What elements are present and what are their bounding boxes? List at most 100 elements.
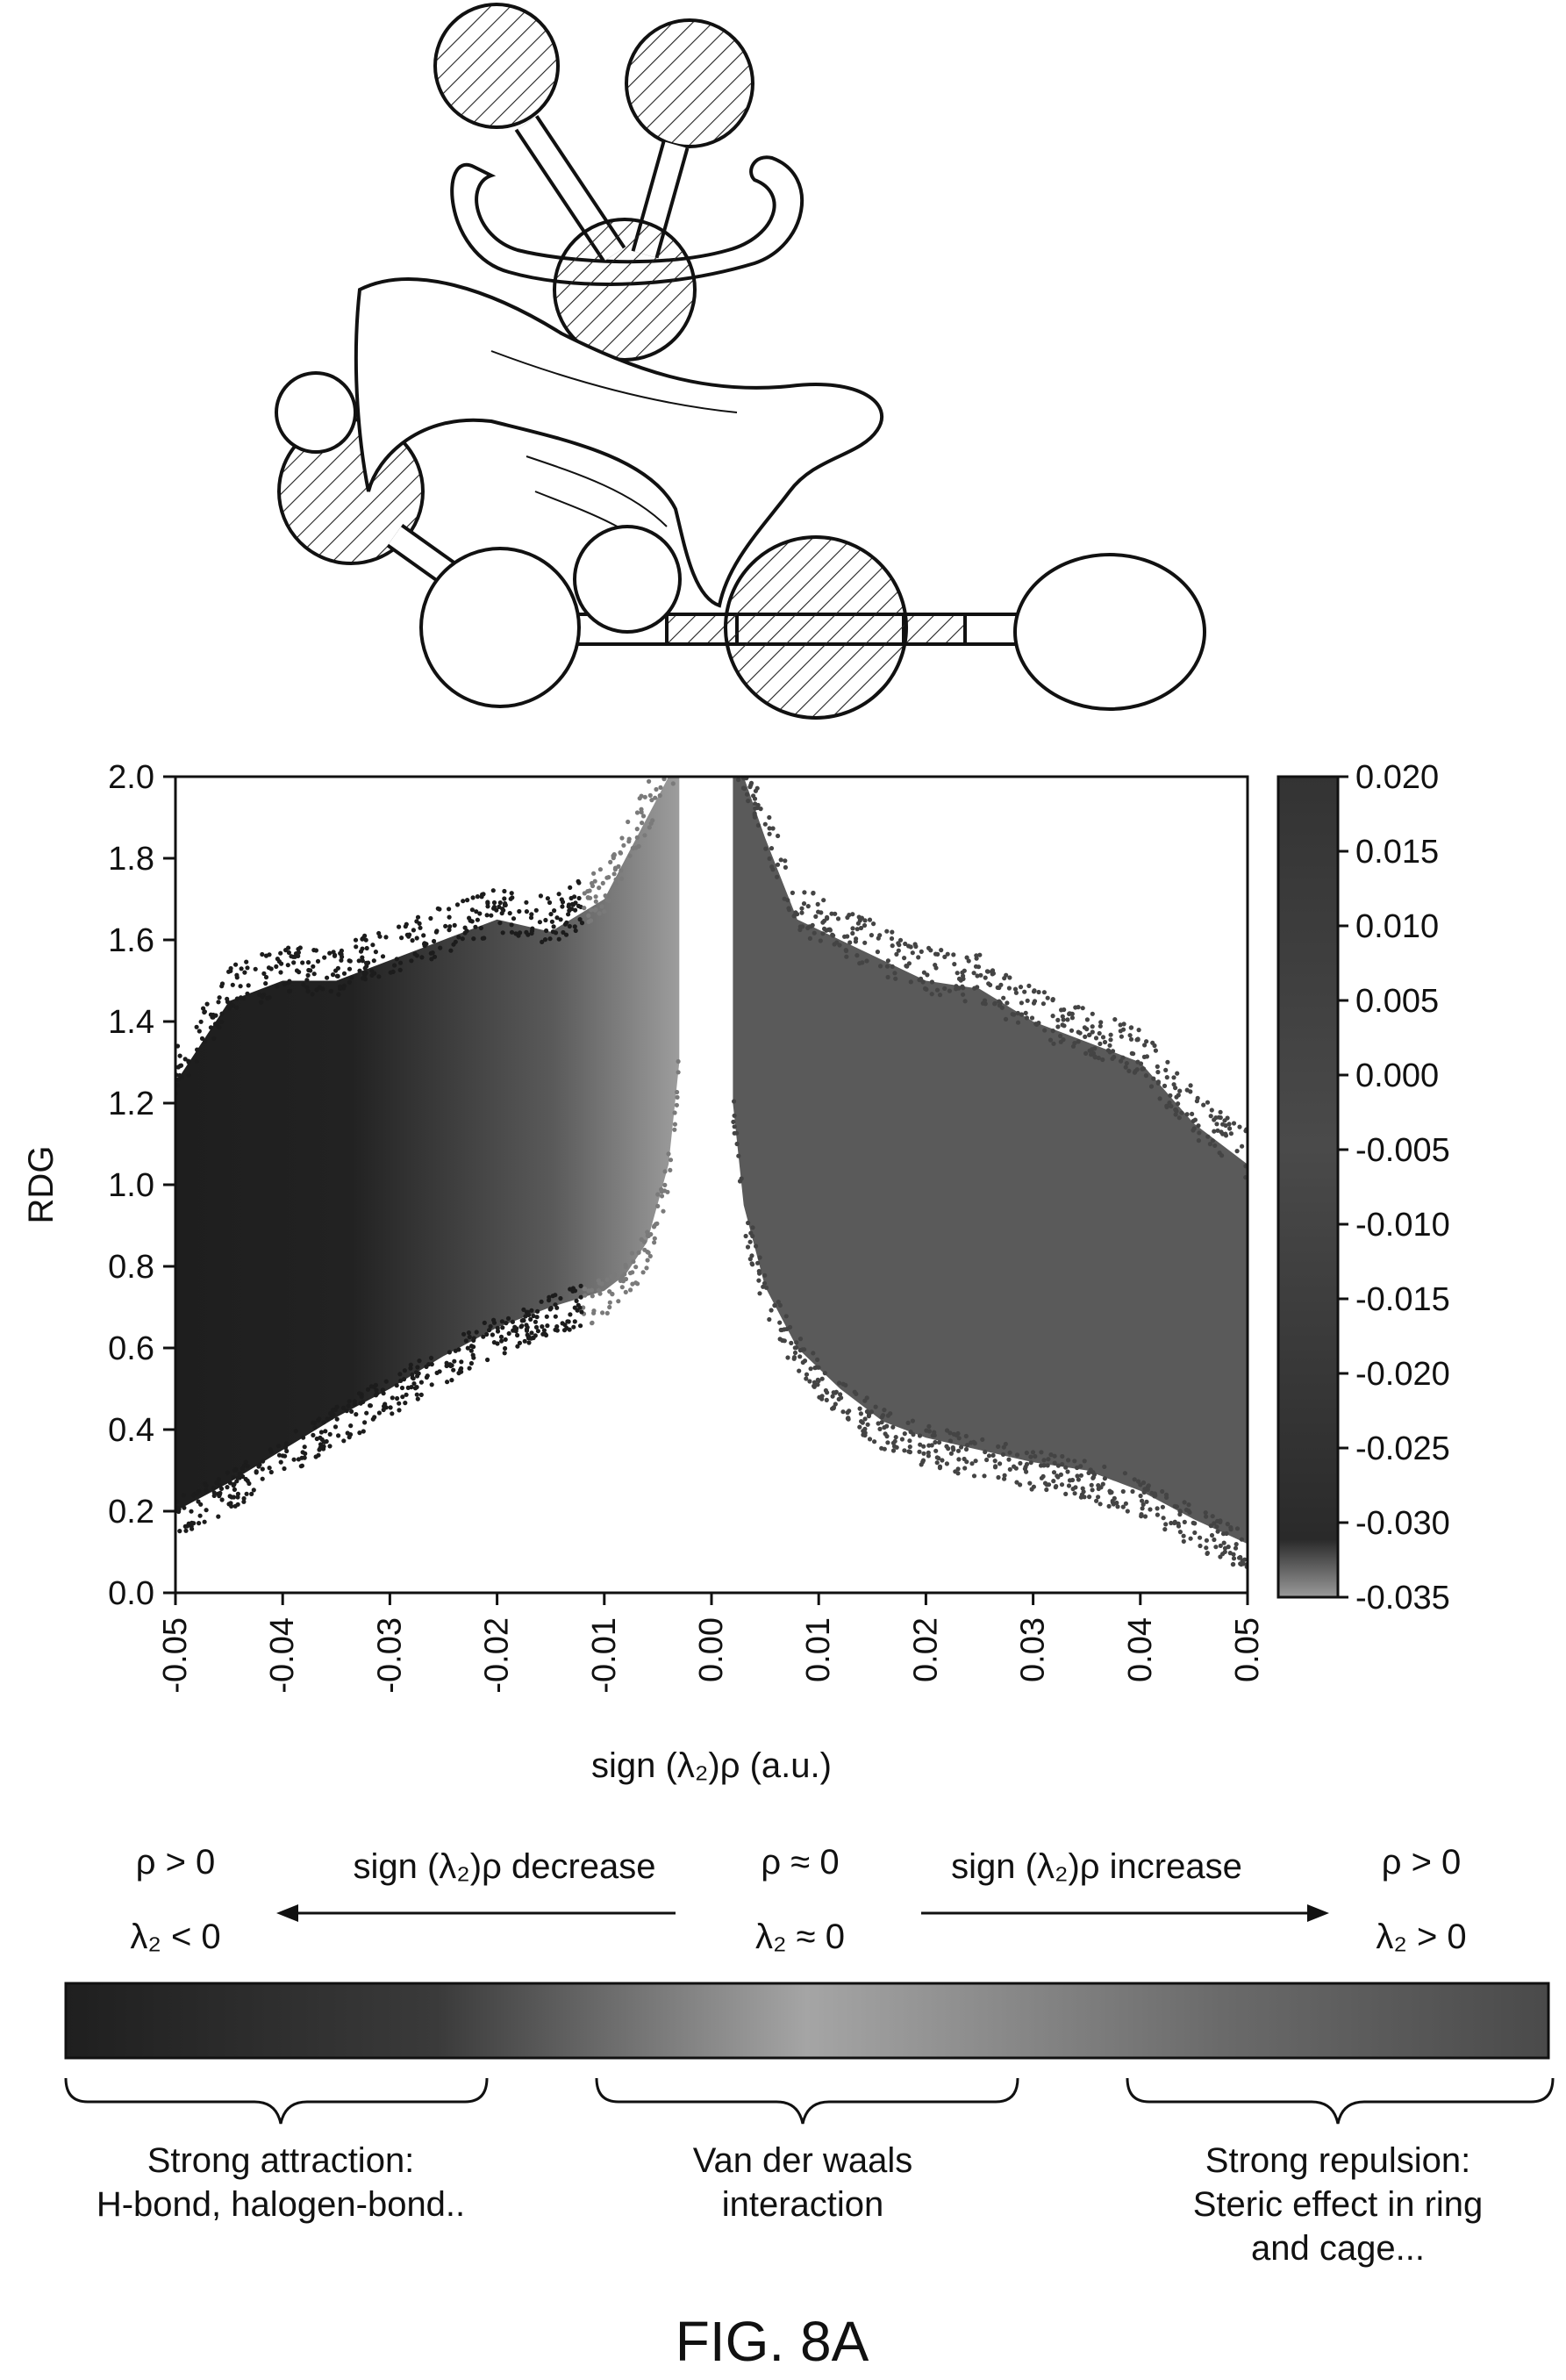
- scatter-point: [749, 767, 754, 771]
- scatter-point: [390, 1411, 395, 1416]
- scatter-point: [452, 1358, 457, 1364]
- scatter-point: [1102, 1039, 1108, 1045]
- scatter-point: [438, 945, 443, 950]
- scatter-point: [519, 1318, 525, 1323]
- scatter-point: [736, 744, 740, 749]
- attraction-brace: [64, 2077, 489, 2125]
- scatter-point: [189, 1509, 194, 1514]
- scatter-point: [816, 1378, 821, 1384]
- scatter-point: [1051, 1479, 1056, 1484]
- scatter-point: [491, 904, 497, 910]
- scatter-point: [397, 924, 402, 929]
- scatter-point: [353, 937, 359, 943]
- scatter-point: [983, 1449, 988, 1455]
- scatter-point: [996, 1444, 1001, 1449]
- scatter-point: [676, 1070, 681, 1075]
- scatter-point: [468, 1360, 475, 1366]
- scatter-point: [451, 1367, 456, 1373]
- scatter-point: [645, 1229, 650, 1235]
- scatter-point: [524, 909, 530, 914]
- scatter-point: [1039, 1475, 1044, 1480]
- scatter-point: [381, 1391, 386, 1396]
- scatter-point: [245, 965, 250, 971]
- scatter-point: [283, 1441, 289, 1446]
- scatter-point: [1132, 1070, 1137, 1075]
- scatter-point: [867, 917, 873, 922]
- scatter-point: [323, 1429, 328, 1434]
- scatter-point: [275, 957, 280, 962]
- interaction-legend: ρ > 0 λ₂ < 0 sign (λ₂)ρ decrease ρ ≈ 0 λ…: [64, 1843, 1555, 2268]
- scatter-point: [567, 908, 572, 914]
- scatter-point: [361, 971, 367, 976]
- scatter-point: [429, 1382, 434, 1387]
- scatter-point: [349, 975, 354, 980]
- scatter-point: [838, 1392, 843, 1397]
- scatter-point: [746, 759, 750, 763]
- center-lambda-label: λ₂ ≈ 0: [755, 1918, 845, 1956]
- scatter-point: [183, 1528, 189, 1533]
- scatter-point: [1164, 1104, 1169, 1110]
- scatter-point: [512, 1324, 518, 1330]
- scatter-point: [411, 1376, 416, 1381]
- scatter-point: [937, 1464, 943, 1469]
- scatter-point: [980, 1437, 985, 1442]
- scatter-point: [662, 1169, 668, 1174]
- scatter-point: [574, 1298, 579, 1303]
- scatter-point: [204, 1508, 209, 1513]
- y-tick-label: 1.8: [108, 841, 154, 878]
- scatter-point: [1128, 1036, 1134, 1042]
- scatter-point: [1139, 1512, 1144, 1517]
- scatter-point: [661, 1208, 666, 1214]
- scatter-point: [590, 1294, 595, 1299]
- scatter-point: [1135, 1059, 1141, 1065]
- scatter-point: [228, 965, 233, 971]
- scatter-point: [261, 971, 267, 976]
- scatter-point: [944, 1428, 950, 1433]
- scatter-point: [289, 954, 294, 959]
- scatter-point: [1090, 1011, 1095, 1016]
- colorbar-tick-label: -0.035: [1355, 1580, 1450, 1617]
- scatter-point: [1024, 1015, 1029, 1021]
- scatter-point: [330, 1408, 336, 1413]
- scatter-point: [1214, 1122, 1219, 1127]
- scatter-point: [1022, 989, 1027, 994]
- attraction-label-line1: Strong attraction:: [147, 2141, 415, 2180]
- scatter-point: [408, 1362, 413, 1367]
- scatter-point: [491, 900, 497, 906]
- figure-caption: FIG. 8A: [676, 2310, 869, 2373]
- scatter-point: [503, 1345, 508, 1351]
- scatter-point: [208, 1025, 213, 1030]
- scatter-point: [896, 941, 901, 946]
- scatter-point: [475, 917, 481, 922]
- scatter-point: [548, 912, 554, 917]
- scatter-point: [676, 750, 681, 755]
- scatter-point: [797, 924, 803, 929]
- scatter-point: [500, 1325, 505, 1330]
- scatter-point: [1075, 1465, 1080, 1471]
- scatter-point: [526, 1340, 532, 1345]
- scatter-point: [971, 1439, 976, 1444]
- scatter-point: [325, 1416, 330, 1422]
- scatter-point: [1228, 1527, 1233, 1532]
- scatter-point: [217, 995, 222, 1000]
- scatter-point: [1171, 1075, 1176, 1080]
- scatter-point: [374, 1387, 379, 1393]
- scatter-point: [1242, 1557, 1248, 1562]
- scatter-point: [1144, 1499, 1149, 1504]
- scatter-point: [639, 806, 644, 812]
- scatter-point: [590, 1320, 595, 1325]
- scatter-point: [744, 766, 748, 771]
- scatter-point: [1190, 1111, 1195, 1116]
- scatter-point: [1130, 1488, 1135, 1495]
- scatter-point: [244, 1491, 249, 1496]
- scatter-point: [619, 876, 625, 882]
- scatter-point: [361, 936, 366, 941]
- scatter-point: [1010, 1012, 1015, 1017]
- scatter-point: [776, 1300, 781, 1305]
- scatter-point: [857, 1406, 862, 1411]
- scatter-point: [208, 1012, 213, 1017]
- scatter-point: [245, 991, 250, 996]
- scatter-point: [1140, 1498, 1145, 1503]
- scatter-point: [1226, 1122, 1232, 1127]
- scatter-point: [897, 937, 904, 943]
